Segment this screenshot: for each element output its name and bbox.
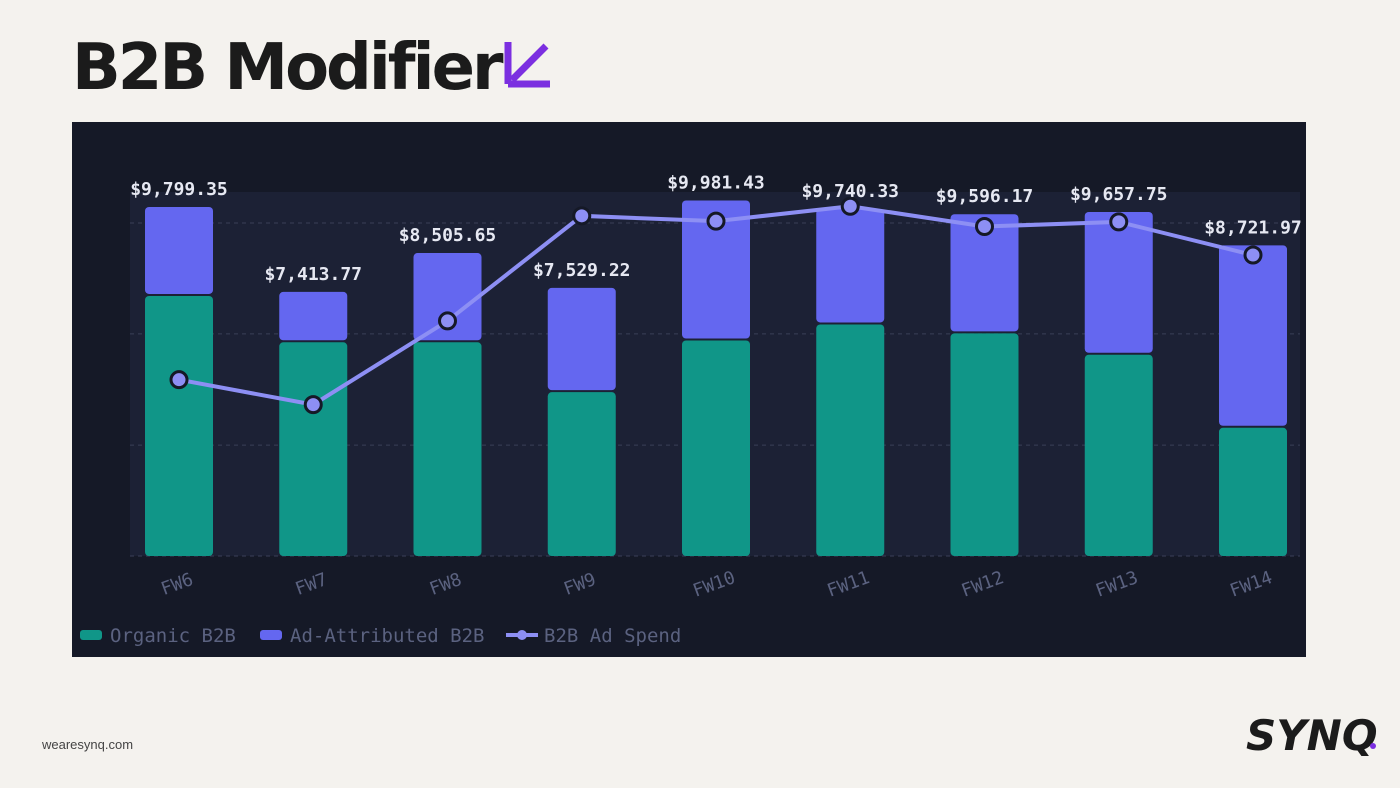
bar-total-label: $9,799.35: [130, 179, 228, 200]
legend-point-ad-spend: [517, 630, 527, 640]
x-tick-label: FW7: [293, 569, 331, 600]
x-tick-label: FW12: [959, 567, 1007, 602]
bar-ad-attributed: [547, 287, 616, 391]
bar-organic: [682, 340, 750, 556]
x-tick-label: FW8: [427, 569, 465, 600]
chart-panel: $9,799.35 FW6 $7,413.77 FW7 $8,505.65 FW8 $7,5…: [72, 122, 1306, 657]
point-ad-spend: [1243, 245, 1263, 265]
bar-total-label: $8,721.97: [1204, 217, 1302, 238]
legend-label-ad-spend: B2B Ad Spend: [544, 625, 681, 647]
bar-total-label: $8,505.65: [399, 225, 497, 246]
synq-logo: SYNQ: [1246, 711, 1378, 760]
arrow-down-left-icon: [504, 42, 550, 88]
bar-organic: [1084, 354, 1153, 556]
bar-ad-attributed: [682, 200, 750, 339]
bar-organic: [816, 324, 885, 556]
legend-swatch-ad-attributed: [260, 630, 282, 640]
stacked-bar-chart: $9,799.35 FW6 $7,413.77 FW7 $8,505.65 FW8 $7,5…: [80, 172, 1302, 647]
bar-organic: [145, 295, 213, 556]
bar-total-label: $9,657.75: [1070, 184, 1168, 205]
bar-organic: [950, 333, 1019, 556]
point-ad-spend: [572, 206, 592, 226]
bar-total-label: $9,596.17: [936, 186, 1034, 207]
x-tick-label: FW9: [561, 569, 599, 600]
x-tick-label: FW11: [824, 567, 872, 602]
bar-ad-attributed: [1084, 212, 1153, 353]
bar-total-label: $9,981.43: [667, 172, 765, 193]
bar-ad-attributed: [816, 209, 885, 323]
point-ad-spend: [1109, 212, 1129, 232]
legend-label-ad-attributed: Ad-Attributed B2B: [290, 625, 484, 647]
bar-total-label: $9,740.33: [801, 181, 899, 202]
bar-total-label: $7,529.22: [533, 260, 631, 281]
bar-total-label: $7,413.77: [264, 264, 362, 285]
bar-organic: [279, 342, 348, 556]
x-tick-label: FW14: [1227, 567, 1275, 602]
point-ad-spend: [706, 211, 726, 231]
legend-label-organic: Organic B2B: [110, 625, 236, 647]
bar-ad-attributed: [1219, 245, 1287, 426]
bar-organic: [413, 342, 482, 556]
bar-ad-attributed: [279, 291, 348, 341]
synq-logo-dot: [1370, 743, 1376, 749]
footer-url: wearesynq.com: [42, 737, 134, 752]
x-tick-label: FW10: [690, 567, 738, 602]
page-title: B2B Modifier: [72, 31, 504, 105]
bar-organic: [1219, 427, 1287, 556]
point-ad-spend: [303, 395, 323, 415]
x-tick-label: FW13: [1093, 567, 1141, 602]
point-ad-spend: [840, 196, 860, 216]
point-ad-spend: [438, 311, 457, 331]
synq-logo-text: SYNQ: [1246, 711, 1378, 760]
legend-swatch-organic: [80, 630, 102, 640]
bar-organic: [547, 392, 616, 556]
x-tick-label: FW6: [158, 569, 196, 600]
bar-ad-attributed: [413, 253, 482, 341]
point-ad-spend: [169, 370, 189, 390]
bar-ad-attributed: [950, 214, 1019, 332]
bar-ad-attributed: [145, 206, 213, 294]
point-ad-spend: [975, 217, 994, 237]
